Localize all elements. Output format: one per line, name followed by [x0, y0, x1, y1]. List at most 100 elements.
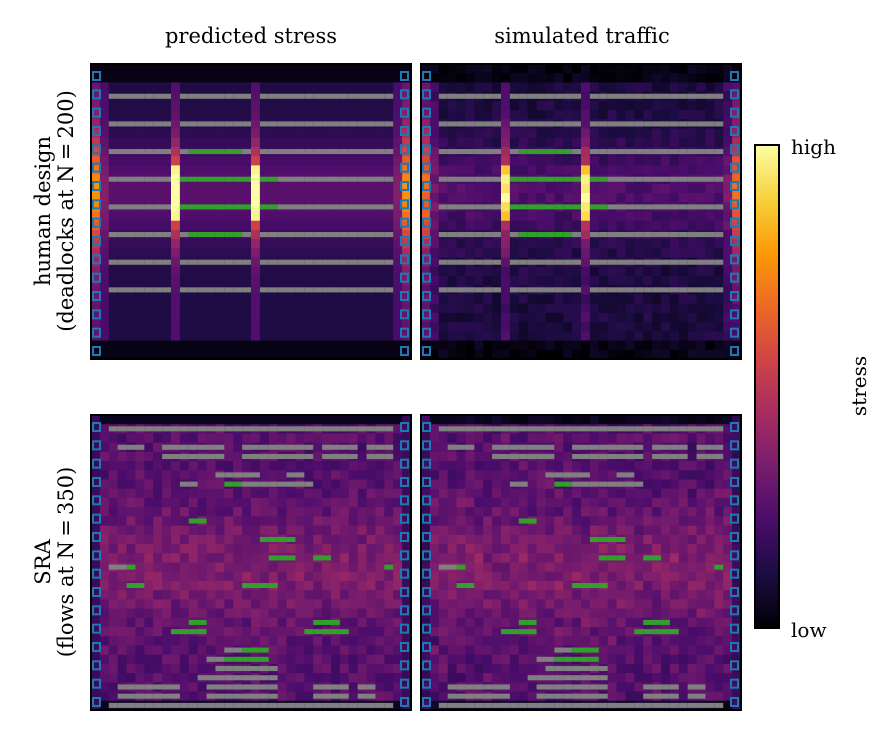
green-shelf-cell — [518, 518, 529, 524]
shelf-cell — [705, 93, 715, 99]
heatmap-cell — [171, 146, 181, 157]
heatmap-cell — [188, 488, 199, 499]
heatmap-cell — [652, 507, 662, 517]
heatmap-cell — [643, 331, 653, 341]
heatmap-cell — [563, 544, 573, 554]
heatmap-cell — [188, 340, 199, 351]
heatmap-cell — [375, 276, 385, 286]
heatmap-cell — [518, 562, 529, 573]
heatmap-cell — [304, 580, 314, 591]
heatmap-cell — [581, 229, 591, 240]
heatmap-cell — [518, 137, 529, 148]
shelf-cell — [536, 426, 546, 432]
heatmap-cell — [384, 266, 394, 277]
heatmap-cell — [572, 220, 582, 231]
heatmap-cell — [179, 571, 190, 582]
heatmap-cell — [536, 331, 546, 341]
heatmap-cell — [375, 137, 385, 148]
heatmap-cell — [652, 183, 662, 194]
heatmap-cell — [224, 128, 234, 139]
heatmap-cell — [687, 100, 697, 111]
shelf-cell — [331, 287, 341, 293]
heatmap-cell — [723, 488, 733, 499]
heatmap-cell — [322, 663, 332, 674]
heatmap-cell — [661, 479, 671, 490]
heatmap-cell — [492, 534, 502, 545]
heatmap-cell — [447, 322, 457, 332]
heatmap-cell — [652, 303, 662, 314]
heatmap-cell — [304, 322, 314, 332]
shelf-cell — [108, 204, 119, 210]
shelf-cell — [465, 149, 475, 155]
green-shelf-cell — [536, 149, 546, 155]
heatmap-cell — [678, 294, 689, 305]
shelf-cell — [295, 287, 305, 293]
heatmap-cell — [295, 128, 305, 139]
heatmap-cell — [669, 276, 680, 286]
heatmap-cell — [357, 525, 367, 536]
heatmap-cell — [581, 193, 591, 203]
heatmap-cell — [313, 211, 323, 222]
heatmap-cell — [162, 266, 172, 277]
shelf-cell — [135, 204, 145, 210]
heatmap-cell — [242, 433, 252, 444]
heatmap-cell — [572, 73, 582, 83]
heatmap-cell — [366, 553, 376, 563]
heatmap-cell — [188, 544, 199, 554]
heatmap-cell — [251, 331, 261, 341]
heatmap-cell — [705, 415, 715, 425]
heatmap-cell — [393, 451, 403, 462]
heatmap-cell — [233, 544, 243, 554]
heatmap-cell — [99, 525, 110, 536]
heatmap-cell — [581, 165, 591, 176]
heatmap-cell — [483, 193, 493, 203]
heatmap-cell — [313, 562, 323, 573]
heatmap-cell — [589, 470, 600, 480]
heatmap-cell — [447, 516, 457, 527]
heatmap-cell — [518, 415, 529, 425]
heatmap-cell — [545, 266, 555, 277]
heatmap-cell — [357, 220, 367, 231]
heatmap-cell — [492, 340, 502, 351]
shelf-cell — [563, 121, 573, 127]
heatmap-cell — [295, 156, 305, 166]
heatmap-cell — [366, 128, 376, 139]
heatmap-cell — [233, 165, 243, 176]
green-shelf-cell — [188, 149, 199, 155]
heatmap-cell — [518, 497, 529, 508]
heatmap-cell — [518, 534, 529, 545]
heatmap-cell — [144, 645, 154, 656]
green-shelf-cell — [188, 176, 199, 182]
heatmap-cell — [669, 534, 680, 545]
heatmap-cell — [429, 442, 440, 453]
shelf-cell — [598, 287, 609, 293]
heatmap-cell — [402, 248, 412, 258]
shelf-cell — [277, 259, 287, 265]
shelf-cell — [572, 453, 582, 460]
port-right — [400, 697, 409, 707]
heatmap-cell — [117, 220, 127, 231]
heatmap-cell — [438, 211, 449, 222]
heatmap-cell — [99, 91, 110, 102]
heatmap-cell — [421, 497, 431, 508]
heatmap-cell — [625, 137, 635, 148]
heatmap-cell — [705, 110, 715, 120]
heatmap-cell — [268, 544, 279, 554]
green-shelf-cell — [251, 647, 261, 653]
heatmap-cell — [669, 294, 680, 305]
heatmap-cell — [732, 183, 742, 194]
heatmap-cell — [643, 507, 653, 517]
heatmap-cell — [634, 220, 644, 231]
heatmap-cell — [206, 663, 216, 674]
heatmap-cell — [117, 497, 127, 508]
heatmap-cell — [144, 580, 154, 591]
shelf-cell — [117, 693, 127, 699]
heatmap-cell — [536, 461, 546, 471]
heatmap-cell — [705, 544, 715, 554]
heatmap-cell — [91, 442, 101, 453]
shelf-cell — [625, 481, 635, 487]
heatmap-cell — [322, 73, 332, 83]
heatmap-cell — [197, 64, 207, 74]
heatmap-cell — [313, 461, 323, 471]
shelf-cell — [501, 453, 511, 460]
